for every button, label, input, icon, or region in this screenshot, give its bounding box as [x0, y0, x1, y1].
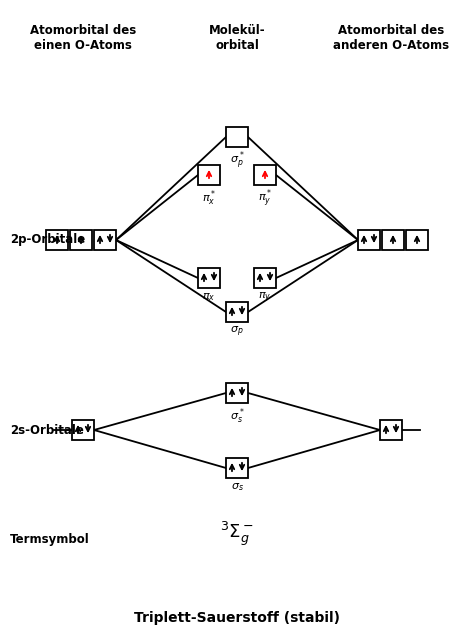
Text: Atomorbital des
einen O-Atoms: Atomorbital des einen O-Atoms — [30, 24, 136, 52]
Text: $^3\Sigma_g^-$: $^3\Sigma_g^-$ — [220, 520, 254, 548]
Text: $\pi_x^*$: $\pi_x^*$ — [202, 188, 216, 208]
Bar — [380, 420, 402, 440]
Bar — [406, 230, 428, 250]
Bar — [226, 458, 248, 478]
Text: $\pi_x$: $\pi_x$ — [202, 291, 216, 303]
Bar — [94, 230, 116, 250]
Bar — [226, 127, 248, 147]
Bar — [198, 268, 220, 288]
Bar — [72, 420, 94, 440]
Text: $\sigma_p$: $\sigma_p$ — [230, 325, 244, 339]
Bar — [382, 230, 404, 250]
Text: $\pi_y$: $\pi_y$ — [258, 291, 272, 305]
Bar — [46, 230, 68, 250]
Bar — [226, 302, 248, 322]
Text: Triplett-Sauerstoff (stabil): Triplett-Sauerstoff (stabil) — [134, 611, 340, 625]
Bar — [226, 383, 248, 403]
Bar — [198, 165, 220, 185]
Bar — [70, 230, 92, 250]
Text: $\sigma_s^*$: $\sigma_s^*$ — [230, 406, 244, 426]
Text: $\pi_y^*$: $\pi_y^*$ — [258, 188, 272, 210]
Text: Molekül-
orbital: Molekül- orbital — [209, 24, 265, 52]
Text: $\sigma_s$: $\sigma_s$ — [230, 481, 244, 493]
Text: Termsymbol: Termsymbol — [10, 534, 90, 546]
Bar — [358, 230, 380, 250]
Bar — [254, 165, 276, 185]
Text: Atomorbital des
anderen O-Atoms: Atomorbital des anderen O-Atoms — [333, 24, 449, 52]
Text: $\sigma_p^*$: $\sigma_p^*$ — [230, 150, 244, 172]
Text: 2p-Orbitale: 2p-Orbitale — [10, 233, 85, 247]
Text: 2s-Orbitale: 2s-Orbitale — [10, 424, 84, 436]
Bar — [254, 268, 276, 288]
